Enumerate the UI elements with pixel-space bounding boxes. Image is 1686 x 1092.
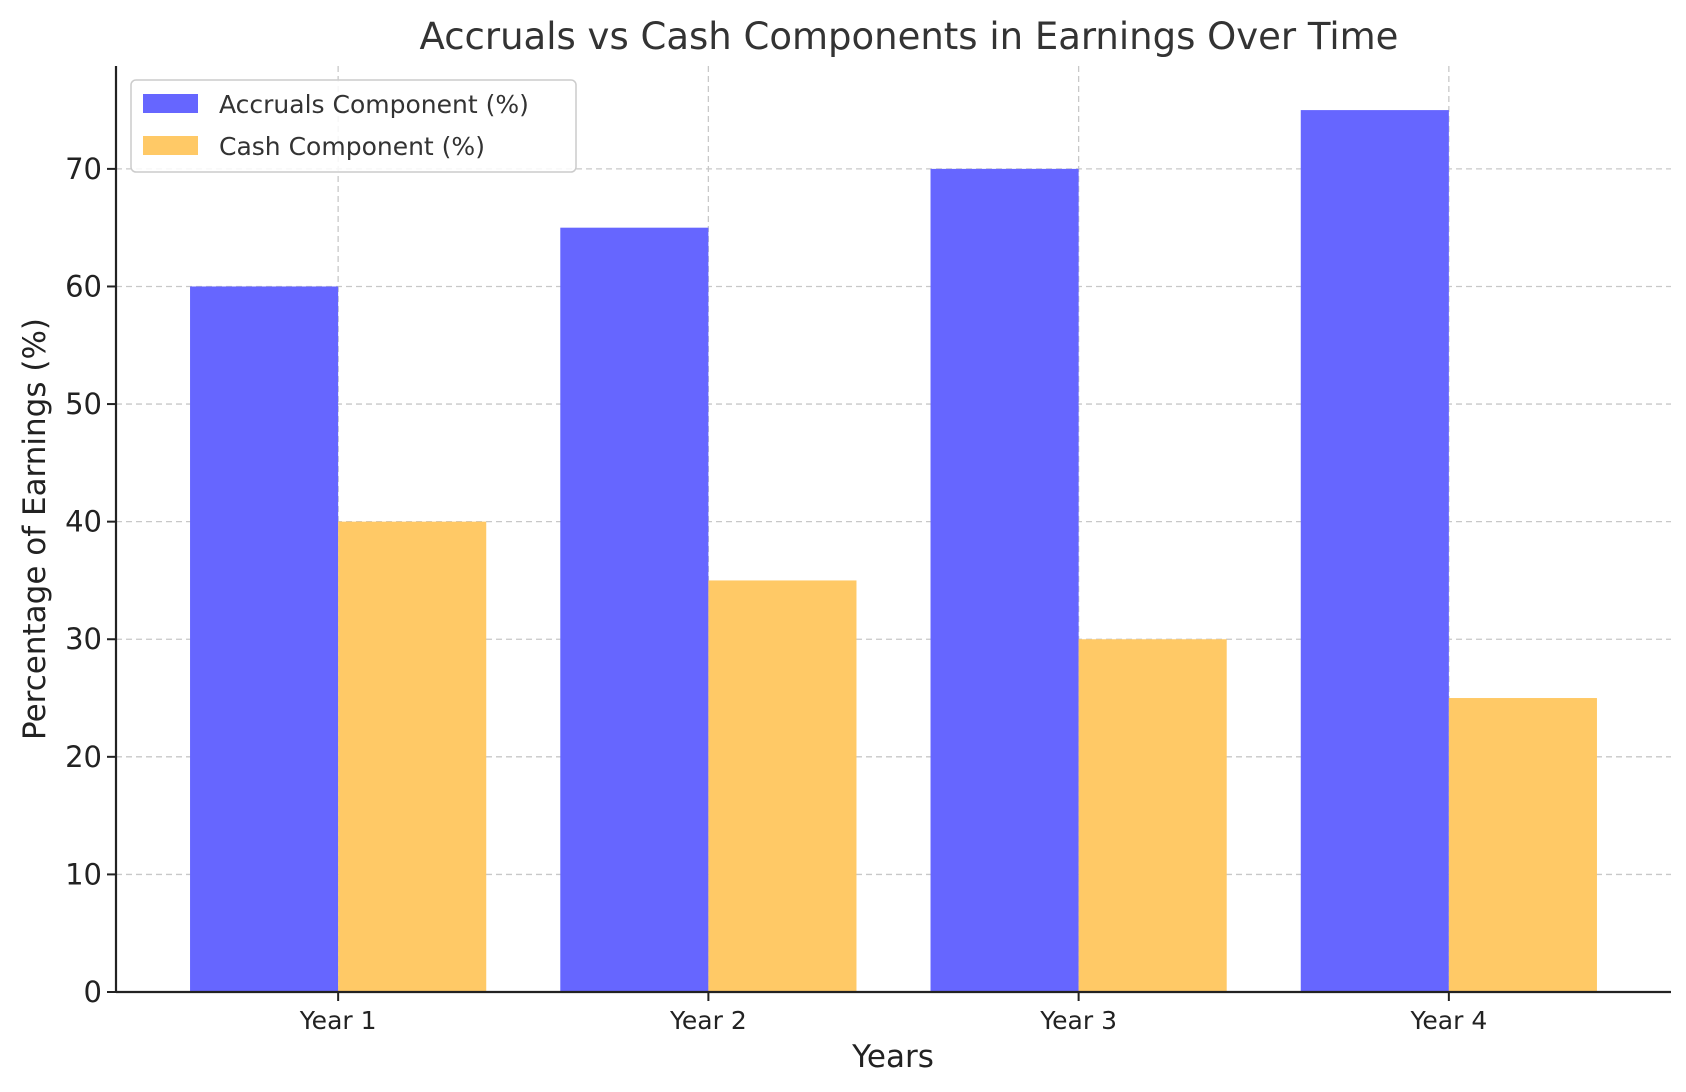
x-tick-label: Year 1 xyxy=(299,1006,377,1035)
y-tick-label: 40 xyxy=(65,505,102,539)
y-tick-label: 30 xyxy=(65,622,102,656)
y-ticks: 0 10 20 30 40 50 60 70 xyxy=(65,152,116,1009)
chart-title: Accruals vs Cash Components in Earnings … xyxy=(420,15,1399,58)
x-tick-label: Year 4 xyxy=(1409,1006,1487,1035)
y-tick-label: 60 xyxy=(65,269,102,303)
x-tick-label: Year 3 xyxy=(1039,1006,1117,1035)
bar-accruals-year-4 xyxy=(1300,110,1449,993)
x-ticks: Year 1 Year 2 Year 3 Year 4 xyxy=(299,992,1487,1035)
x-axis-label: Years xyxy=(851,1039,934,1075)
y-tick-label: 50 xyxy=(65,387,102,421)
axes xyxy=(114,66,1671,994)
legend-frame xyxy=(130,79,577,173)
legend-swatch-cash xyxy=(143,136,198,155)
y-tick-label: 0 xyxy=(84,975,102,1009)
x-tick-label: Year 2 xyxy=(669,1006,747,1035)
legend-label-accruals: Accruals Component (%) xyxy=(219,90,529,119)
y-tick-label: 70 xyxy=(65,152,102,186)
bar-accruals-year-3 xyxy=(930,168,1079,992)
legend: Accruals Component (%) Cash Component (%… xyxy=(130,79,577,173)
y-axis-label: Percentage of Earnings (%) xyxy=(17,318,53,740)
legend-swatch-accruals xyxy=(143,94,198,113)
bars xyxy=(190,110,1597,993)
bar-accruals-year-1 xyxy=(190,286,339,992)
bar-cash-year-4 xyxy=(1448,698,1597,992)
y-tick-label: 10 xyxy=(65,857,102,891)
legend-label-cash: Cash Component (%) xyxy=(219,132,485,161)
bar-cash-year-3 xyxy=(1078,639,1227,992)
bar-cash-year-2 xyxy=(708,580,857,992)
y-tick-label: 20 xyxy=(65,740,102,774)
bar-accruals-year-2 xyxy=(560,227,709,992)
bar-cash-year-1 xyxy=(338,521,487,992)
